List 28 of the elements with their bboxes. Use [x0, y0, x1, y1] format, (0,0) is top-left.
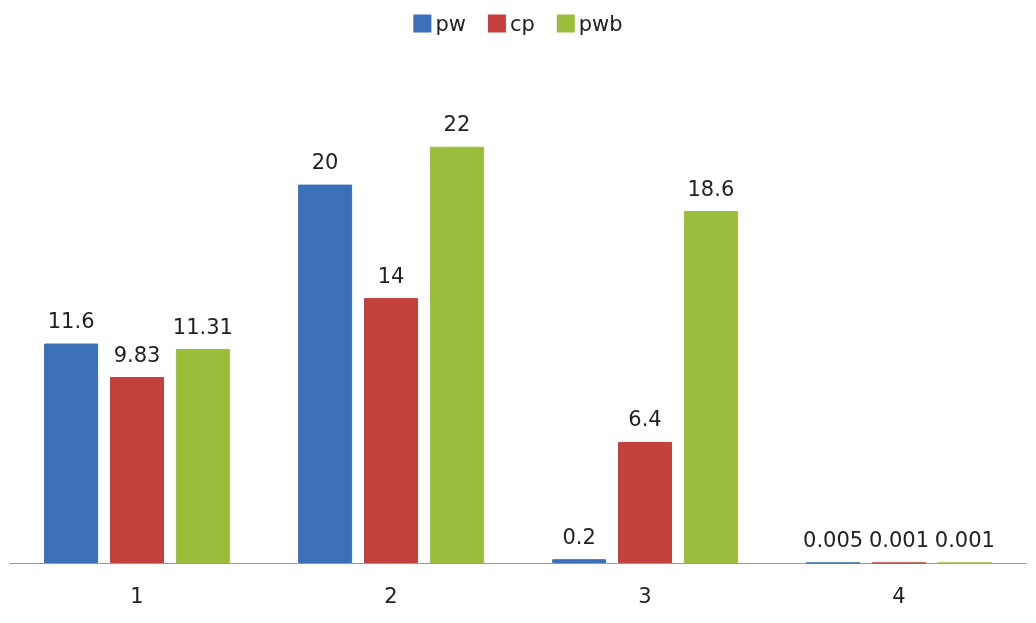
legend-label: pwb [578, 11, 623, 36]
data-label: 20 [311, 150, 339, 175]
legend-label: pw [435, 11, 466, 36]
bar [552, 559, 607, 563]
data-label: 18.6 [687, 176, 735, 201]
bar [175, 349, 230, 563]
bar [364, 298, 418, 563]
bar [618, 441, 672, 563]
data-label: 11.31 [172, 314, 233, 339]
data-label: 0.005 [803, 527, 864, 552]
x-tick-label: 3 [638, 583, 652, 608]
data-label: 0.001 [868, 527, 930, 552]
x-tick-label: 4 [892, 583, 906, 608]
data-label: 22 [443, 112, 471, 137]
data-label: 6.4 [628, 407, 662, 432]
data-label: 0.2 [562, 524, 596, 549]
data-label: 11.6 [47, 309, 95, 334]
bar [298, 184, 353, 563]
bar [429, 146, 484, 563]
bar [110, 377, 164, 563]
x-tick-label: 2 [384, 583, 398, 608]
bar [44, 343, 99, 563]
data-label: 0.001 [934, 527, 995, 552]
data-label: 14 [377, 263, 405, 288]
data-label: 9.83 [113, 342, 161, 367]
legend-label: cp [509, 11, 535, 36]
x-tick-label: 1 [130, 583, 144, 608]
bar [683, 211, 738, 563]
